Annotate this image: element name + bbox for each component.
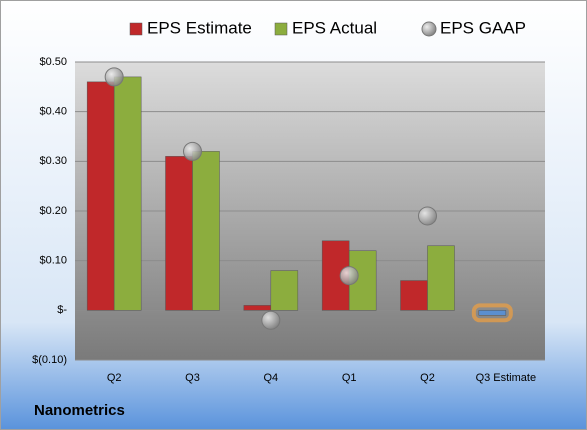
x-tick-label: Q2 (420, 372, 435, 384)
y-tick-label: $0.20 (39, 205, 67, 217)
gaap-marker (261, 310, 281, 330)
x-tick-label: Q4 (263, 372, 278, 384)
bar (478, 310, 507, 316)
legend-marker (129, 22, 143, 36)
x-tick-label: Q1 (342, 372, 357, 384)
y-tick-label: $0.40 (39, 106, 67, 118)
legend-label: EPS Estimate (147, 18, 252, 37)
bar (192, 151, 220, 311)
bar (427, 245, 455, 311)
bar (86, 81, 115, 311)
bar (243, 305, 272, 311)
footer: Nanometrics (34, 402, 125, 419)
legend-label: EPS GAAP (440, 18, 526, 37)
x-tick-label: Q3 Estimate (476, 372, 537, 384)
bar (165, 156, 193, 311)
bar (113, 76, 142, 311)
gaap-marker (183, 141, 202, 161)
gaap-marker (104, 67, 124, 87)
bar-glow (471, 303, 513, 323)
y-tick-label: $- (57, 304, 67, 316)
bar (270, 270, 299, 311)
gaap-marker (418, 206, 437, 226)
bar (400, 280, 428, 311)
x-tick-label: Q2 (107, 372, 122, 384)
legend-label: EPS Actual (292, 18, 377, 37)
x-tick-label: Q3 (185, 372, 200, 384)
legend-marker (421, 21, 437, 37)
y-tick-label: $(0.10) (32, 354, 67, 366)
y-tick-label: $0.50 (39, 56, 67, 68)
y-tick-label: $0.10 (39, 255, 67, 267)
gaap-marker (339, 266, 359, 286)
y-tick-label: $0.30 (39, 155, 67, 167)
legend-marker (274, 22, 288, 36)
